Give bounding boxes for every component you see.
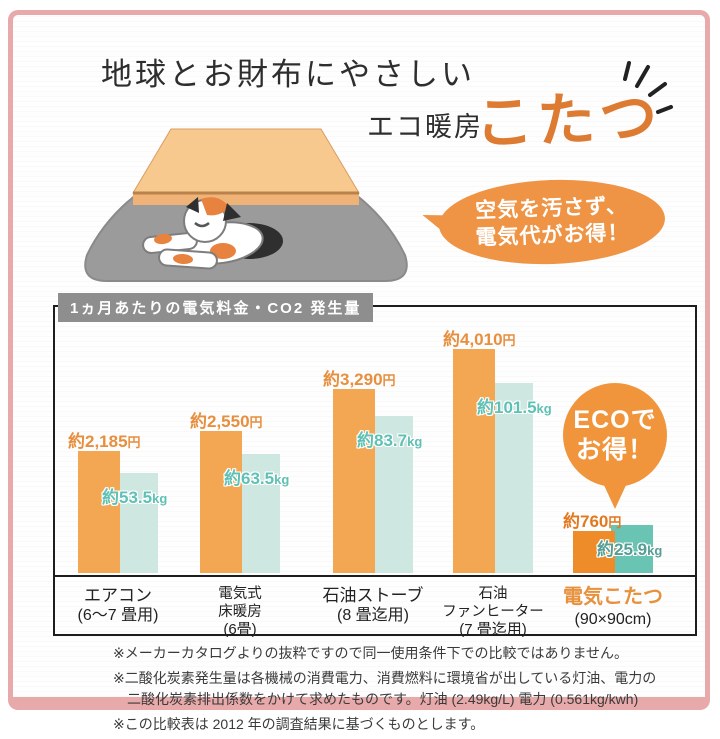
co2-bar <box>116 473 158 573</box>
cost-bar <box>78 451 120 573</box>
kotatsu-table-side <box>133 193 359 205</box>
co2-value-label: 約101.5kg <box>477 398 552 417</box>
subtitle-prefix: エコ暖房 <box>367 112 483 142</box>
co2-value-label: 約53.5kg <box>102 488 168 507</box>
speech-bubble: 空気を汚さず、 電気代がお得！ <box>437 176 667 268</box>
poster-frame: 地球とお財布にやさしい エコ暖房 こたつ <box>8 10 710 732</box>
category-label: 電気式 床暖房 (6畳) <box>218 586 262 639</box>
cost-bar <box>573 531 615 573</box>
co2-bar <box>371 416 413 573</box>
footnotes: ※メーカーカタログよりの抜粋ですので同一使用条件下での比較ではありません。 ※二… <box>113 643 658 739</box>
co2-value-label: 約83.7kg <box>357 431 423 450</box>
co2-bar <box>611 525 653 573</box>
cost-bar <box>453 349 495 573</box>
co2-bar <box>238 454 280 573</box>
footnote: ※この比較表は 2012 年の調査結果に基づくものとします。 <box>113 715 485 732</box>
kotatsu-illustration <box>84 128 408 282</box>
sleeping-cat <box>142 197 283 270</box>
eco-badge-line2: お得！ <box>575 436 654 464</box>
cost-bar <box>200 431 242 573</box>
cost-value-label: 約2,185円 <box>68 432 141 451</box>
category-label: 石油ストーブ (8 畳迄用) <box>322 586 424 625</box>
cost-value-label: 約2,550円 <box>190 412 263 431</box>
speech-bubble-line2: 電気代がお得！ <box>475 221 630 250</box>
eco-badge: ECOで お得！ <box>563 383 667 487</box>
sparkle-lines-icon <box>623 61 673 114</box>
footnote: ※二酸化炭素発生量は各機械の消費電力、消費燃料に環境省が出している灯油、電力の二… <box>113 670 657 707</box>
footnote: ※メーカーカタログよりの抜粋ですので同一使用条件下での比較ではありません。 <box>113 645 629 661</box>
comparison-chart-panel: 1ヵ月あたりの電気料金・CO2 発生量 ECOで お得！ 約2,185円約53.… <box>53 293 697 638</box>
co2-value-label: 約63.5kg <box>224 469 290 488</box>
co2-bar <box>491 383 533 573</box>
category-label: 電気こたつ (90×90cm) <box>563 586 663 628</box>
x-axis-line <box>55 575 695 577</box>
eco-badge-line1: ECOで <box>573 406 657 434</box>
cost-value-label: 約4,010円 <box>443 330 516 349</box>
co2-value-label: 約25.9kg <box>597 540 663 559</box>
chart-title-badge: 1ヵ月あたりの電気料金・CO2 発生量 <box>58 293 374 322</box>
eco-badge-tail <box>603 483 627 509</box>
category-label: エアコン (6～7 畳用) <box>77 586 159 625</box>
page-title: 地球とお財布にやさしい <box>101 57 475 92</box>
cost-value-label: 約3,290円 <box>323 370 396 389</box>
kotatsu-table-top <box>132 128 360 194</box>
cost-value-label: 約760円 <box>563 512 622 531</box>
category-label: 石油 ファンヒーター (7 畳迄用) <box>442 586 544 639</box>
cost-bar <box>333 389 375 573</box>
